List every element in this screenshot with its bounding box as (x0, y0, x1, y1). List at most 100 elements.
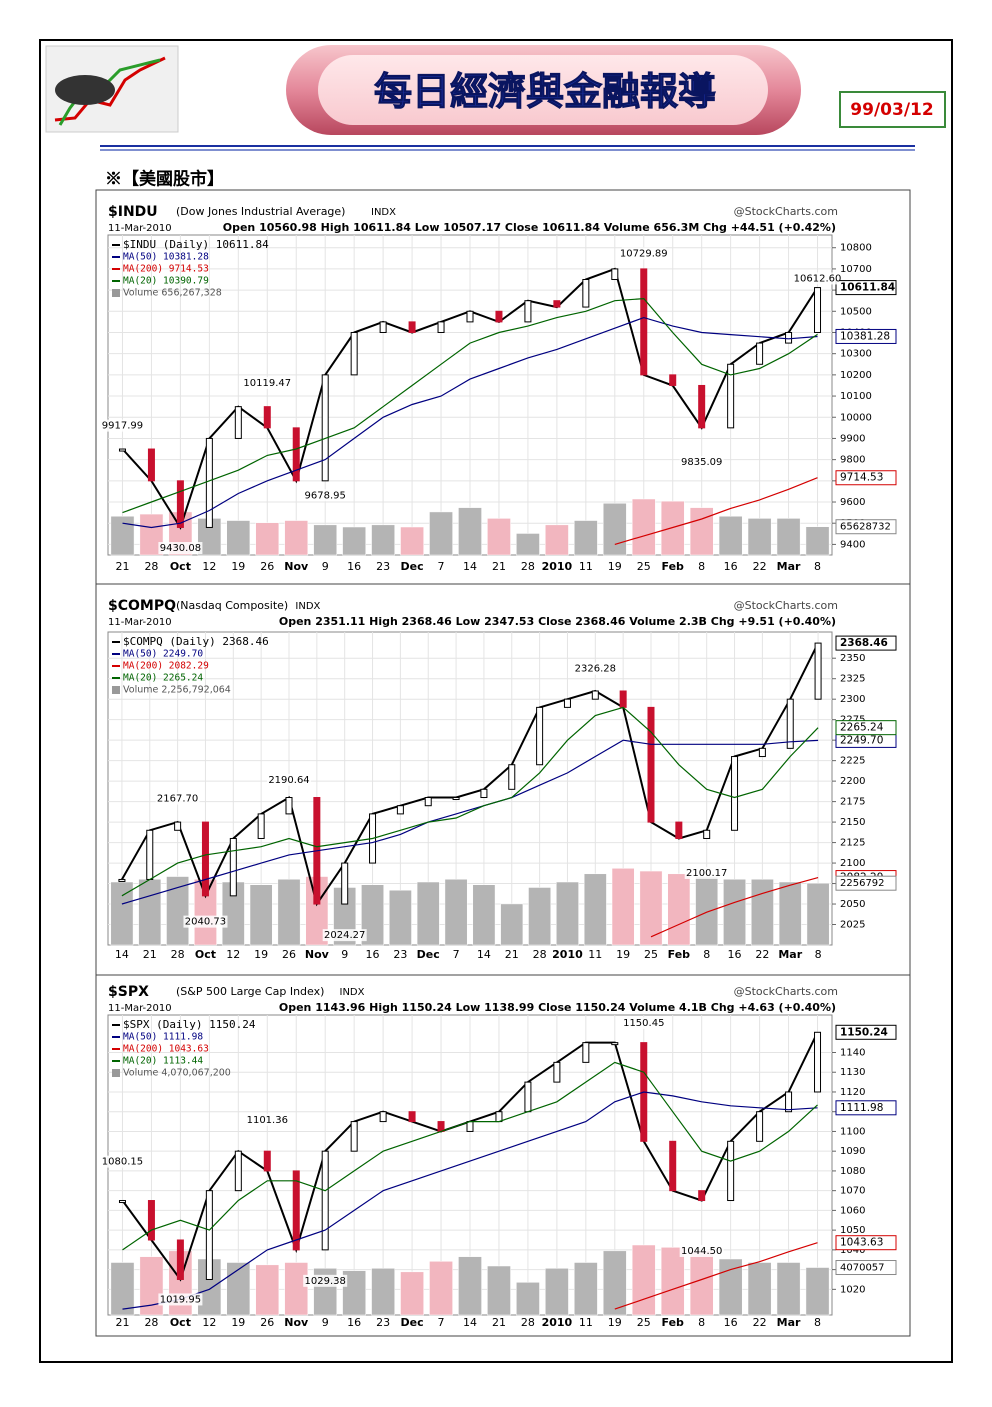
x-tick-label: 21 (143, 948, 157, 961)
source: @StockCharts.com (734, 599, 838, 612)
end-label: 2368.46 (840, 637, 888, 649)
x-tick-label: 26 (260, 1316, 274, 1329)
annotation-bg (684, 866, 729, 879)
legend-entry: $SPX (Daily) 1150.24 (123, 1018, 256, 1031)
candle (263, 1150, 271, 1172)
y-tick-label: 2100 (840, 858, 865, 869)
end-label: 2256792 (840, 878, 885, 889)
candle (174, 821, 182, 831)
annotation: 1044.50 (681, 1246, 722, 1257)
candle (396, 805, 404, 815)
volume-bar (639, 870, 663, 946)
volume-bar (806, 882, 830, 946)
volume-bar (487, 518, 511, 556)
end-label-box (835, 519, 897, 535)
volume-bar (574, 520, 598, 556)
candle (321, 374, 329, 482)
candle (466, 310, 474, 323)
candle (619, 690, 627, 708)
annotation: 1029.38 (305, 1276, 346, 1287)
x-tick-label: 28 (521, 560, 535, 573)
x-tick-label: 2010 (552, 948, 583, 961)
x-tick-label: 21 (505, 948, 519, 961)
x-tick-label: 7 (438, 1316, 445, 1329)
x-tick-label: 22 (753, 1316, 767, 1329)
candle (285, 797, 293, 815)
candle (118, 1200, 126, 1204)
annotation-bg (621, 1016, 666, 1029)
volume-bar (747, 518, 772, 556)
candle (727, 1140, 735, 1202)
exchange: INDX (340, 987, 365, 998)
legend-entry: $COMPQ (Daily) 2368.46 (123, 635, 269, 648)
annotation-bg (183, 915, 228, 928)
y-tick-label: 2325 (840, 674, 865, 685)
index-name: (Dow Jones Industrial Average) (176, 205, 345, 218)
candle (785, 1091, 793, 1113)
volume-bar (110, 881, 134, 946)
volume-bar (689, 507, 714, 556)
candle (582, 1042, 590, 1063)
volume-bar (516, 533, 540, 556)
candle (524, 1081, 532, 1113)
y-tick-label: 2175 (840, 797, 865, 808)
x-tick-label: 12 (226, 948, 240, 961)
end-label-box (835, 470, 897, 486)
x-tick-label: 7 (453, 948, 460, 961)
annotation: 2024.27 (324, 930, 365, 941)
candle (727, 363, 735, 429)
x-tick-label: 26 (260, 560, 274, 573)
annotation: 10729.89 (620, 249, 668, 260)
end-label-box (835, 875, 897, 891)
volume-bar (388, 889, 412, 946)
annotation: 1150.45 (623, 1018, 664, 1029)
annotation: 9835.09 (681, 457, 722, 468)
volume-bar (805, 1267, 830, 1316)
logo (45, 45, 179, 133)
volume-bar (602, 1250, 627, 1316)
x-tick-label: 26 (282, 948, 296, 961)
legend-entry: Volume 656,267,328 (123, 288, 222, 299)
candle (814, 1031, 822, 1093)
legend-swatch (112, 1069, 120, 1077)
legend-entry: MA(20) 1113.44 (123, 1056, 203, 1067)
y-tick-label: 9600 (840, 497, 865, 508)
x-tick-label: Dec (401, 1316, 424, 1329)
volume-bar (776, 518, 801, 556)
volume-bar (545, 524, 569, 556)
candle (263, 406, 271, 429)
annotation: 2190.64 (268, 775, 309, 786)
x-tick-label: 7 (438, 560, 445, 573)
candle (508, 764, 516, 790)
x-tick-label: Feb (668, 948, 691, 961)
x-tick-label: 22 (753, 560, 767, 573)
candle (201, 821, 209, 897)
index-name: (S&P 500 Large Cap Index) (176, 985, 324, 998)
annotation-bg (303, 489, 348, 502)
y-tick-label: 1140 (840, 1048, 865, 1059)
x-tick-label: Nov (305, 948, 330, 961)
volume-bar (611, 868, 635, 946)
x-tick-label: 8 (815, 948, 822, 961)
volume-bar (255, 1264, 280, 1316)
x-tick-label: Mar (778, 948, 802, 961)
volume-bar (631, 1244, 656, 1316)
volume-bar (277, 879, 301, 946)
volume-bar (778, 881, 802, 946)
x-tick-label: 2010 (542, 560, 573, 573)
volume-bar (444, 879, 468, 946)
x-tick-label: 8 (814, 1316, 821, 1329)
candle (176, 1239, 184, 1280)
y-tick-label: 10200 (840, 370, 872, 381)
y-tick-label: 9800 (840, 455, 865, 466)
candle (756, 1111, 764, 1142)
end-label-box (835, 1235, 897, 1251)
x-tick-label: 14 (115, 948, 129, 961)
x-tick-label: 28 (144, 1316, 158, 1329)
x-tick-label: 8 (814, 560, 821, 573)
y-tick-label: 2200 (840, 776, 865, 787)
section-title: ※【美國股市】 (105, 169, 224, 190)
candle (611, 1042, 619, 1046)
annotation: 2040.73 (185, 917, 226, 928)
